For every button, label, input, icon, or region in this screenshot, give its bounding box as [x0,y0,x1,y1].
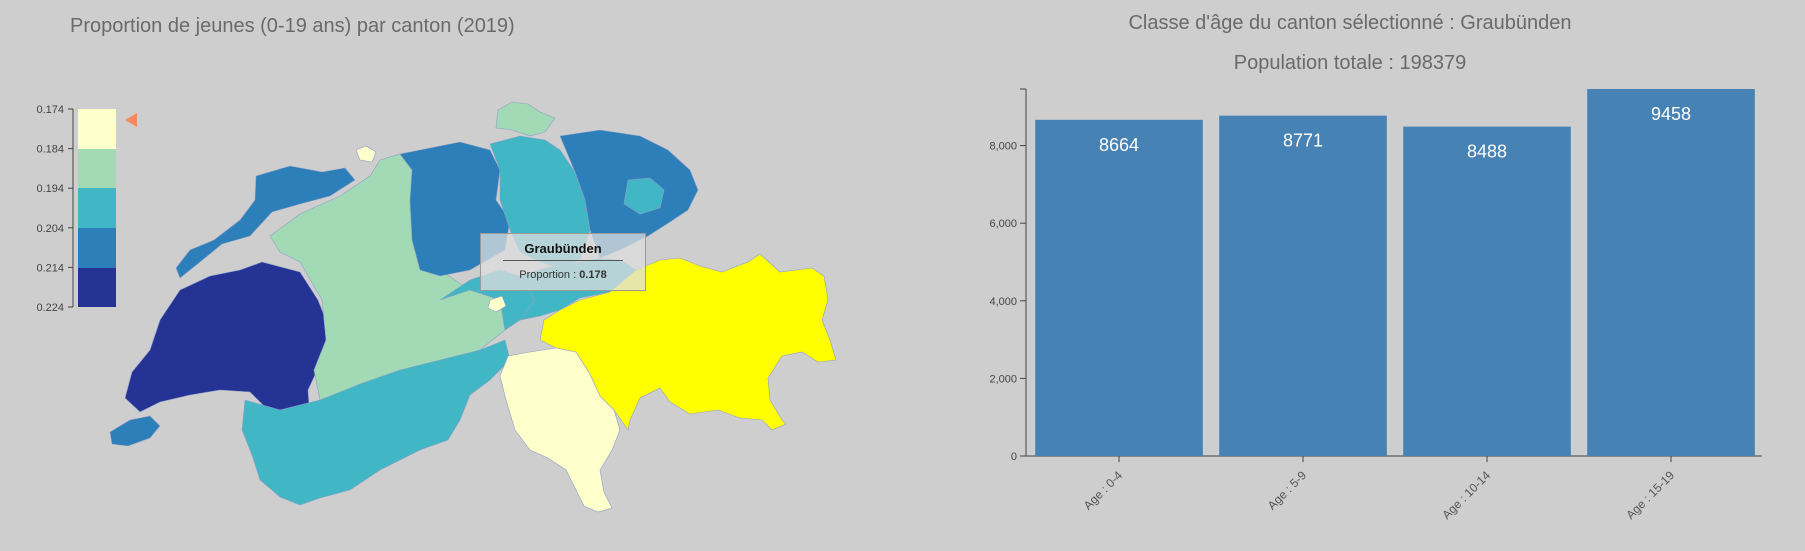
bar[interactable] [1219,115,1387,457]
legend-tick-label: 0.204 [36,223,64,235]
legend-swatch-3 [78,188,116,228]
map-legend: 0.174 0.184 0.194 0.204 0.214 0.224 [36,104,137,314]
legend-tick-label: 0.174 [36,104,64,116]
bar-value-label: 9458 [1651,104,1691,124]
y-axis: 0 2,000 4,000 6,000 8,000 [989,88,1027,463]
bar-chart-subtitle: Population totale : 198379 [1233,52,1467,74]
bar-value-label: 8771 [1283,131,1323,151]
x-tick-label: Age : 5-9 [1265,468,1310,513]
y-tick-label: 8,000 [989,141,1017,153]
tooltip-divider [503,260,623,261]
legend-swatch-4 [78,228,116,268]
bar[interactable] [1035,119,1203,456]
canton-valais[interactable] [241,339,511,506]
map-title: Proportion de jeunes (0-19 ans) par cant… [70,15,515,37]
canton-jura[interactable] [175,165,356,279]
switzerland-map: 0.174 0.184 0.194 0.204 0.214 0.224 [36,101,837,513]
tooltip-title: Graubünden [524,241,602,256]
canton-appenzell[interactable] [623,177,665,215]
canton-zug[interactable] [487,295,507,313]
bar-value-label: 8664 [1099,135,1139,155]
bars: 8664 8771 8488 9458 [1035,89,1755,457]
legend-tick-label: 0.184 [36,144,64,156]
legend-swatch-2 [78,149,116,188]
canton-tooltip: Graubünden Proportion : 0.178 [480,233,646,291]
y-tick-label: 4,000 [989,296,1017,308]
y-tick-label: 2,000 [989,373,1017,385]
tooltip-label: Proportion : [519,269,580,281]
canton-schaffhausen[interactable] [495,101,556,137]
bar-value-label: 8488 [1467,142,1507,162]
canton-basel-city[interactable] [355,145,377,163]
y-tick-label: 6,000 [989,218,1017,230]
canton-graubunden[interactable] [539,253,837,431]
legend-pointer-icon [125,113,137,127]
legend-tick-label: 0.214 [36,262,64,274]
tooltip-line: Proportion : 0.178 [481,269,645,281]
canton-shapes [109,101,837,513]
legend-swatch-5 [78,268,116,307]
bar[interactable] [1587,89,1755,456]
canton-geneva[interactable] [109,415,161,447]
x-axis: Age : 0-4 Age : 5-9 Age : 10-14 Age : 15-19 [1026,455,1762,522]
legend-tick-label: 0.224 [36,302,64,314]
y-tick-label: 0 [1011,451,1017,463]
x-tick-label: Age : 15-19 [1623,468,1677,522]
x-tick-label: Age : 0-4 [1081,468,1126,513]
bar[interactable] [1403,126,1571,456]
x-tick-label: Age : 10-14 [1439,468,1493,522]
tooltip-value: 0.178 [579,269,607,281]
legend-swatch-1 [78,109,116,149]
bar-chart-title: Classe d'âge du canton sélectionné : Gra… [1128,12,1572,34]
legend-tick-label: 0.194 [36,183,64,195]
